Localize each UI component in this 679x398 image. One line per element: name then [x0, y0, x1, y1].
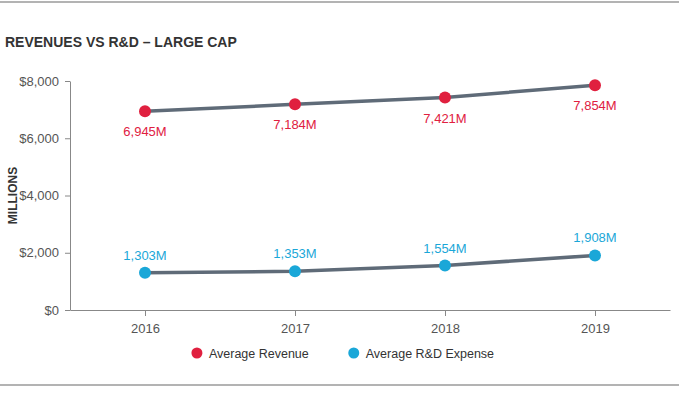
- y-tick: $0: [45, 303, 70, 318]
- y-tick: $4,000: [19, 188, 70, 203]
- y-tick: $2,000: [19, 245, 70, 260]
- series-line: [145, 85, 595, 111]
- point-marker: [289, 265, 301, 277]
- y-tick-label: $4,000: [19, 188, 59, 203]
- bottom-rule: [0, 384, 679, 386]
- data-label: 6,945M: [123, 124, 166, 139]
- y-axis: $0 $2,000 $4,000 $6,000 $8,000: [19, 74, 70, 318]
- series-line: [145, 255, 595, 272]
- chart: REVENUES VS R&D – LARGE CAP MILLIONS $0 $2,…: [0, 0, 679, 398]
- y-tick: $8,000: [19, 74, 70, 89]
- legend-item: Average R&D Expense: [348, 347, 494, 361]
- y-tick-label: $6,000: [19, 131, 59, 146]
- point-marker: [439, 92, 451, 104]
- title: REVENUES VS R&D – LARGE CAP: [5, 34, 237, 50]
- y-tick-mark: [65, 138, 70, 139]
- y-tick-label: $2,000: [19, 245, 59, 260]
- x-tick: 2016: [131, 310, 160, 336]
- data-label: 1,353M: [273, 246, 316, 261]
- y-tick-mark: [65, 253, 70, 254]
- y-tick: $6,000: [19, 131, 70, 146]
- y-tick-mark: [65, 196, 70, 197]
- x-tick-mark: [445, 310, 446, 316]
- x-axis-line: [71, 310, 671, 311]
- x-tick-label: 2018: [431, 321, 460, 336]
- data-label: 7,854M: [573, 98, 616, 113]
- legend-item: Average Revenue: [191, 347, 308, 361]
- legend-marker: [348, 348, 359, 359]
- x-tick-mark: [595, 310, 596, 316]
- data-labels: 6,945M 7,184M 7,421M 7,854M 1,303M 1,353M 1,55…: [123, 98, 616, 263]
- point-marker: [589, 249, 601, 261]
- y-tick-label: $0: [45, 303, 59, 318]
- x-axis: 2016 2017 2018 2019: [71, 310, 671, 336]
- y-axis-title: MILLIONS: [6, 167, 20, 224]
- point-marker: [139, 267, 151, 279]
- x-tick: 2019: [581, 310, 610, 336]
- data-label: 1,303M: [123, 248, 166, 263]
- legend-label: Average R&D Expense: [366, 347, 494, 361]
- point-marker: [289, 98, 301, 110]
- point-marker: [439, 260, 451, 272]
- y-axis-line: [70, 82, 71, 311]
- y-tick-mark: [65, 81, 70, 82]
- x-tick-label: 2016: [131, 321, 160, 336]
- x-tick-label: 2017: [281, 321, 310, 336]
- data-label: 7,184M: [273, 117, 316, 132]
- legend-label: Average Revenue: [209, 347, 309, 361]
- legend-marker: [191, 348, 202, 359]
- x-tick-mark: [295, 310, 296, 316]
- x-tick-mark: [145, 310, 146, 316]
- x-tick: 2018: [431, 310, 460, 336]
- data-label: 1,908M: [573, 230, 616, 245]
- x-tick-label: 2019: [581, 321, 610, 336]
- data-label: 7,421M: [423, 111, 466, 126]
- y-tick-label: $8,000: [19, 74, 59, 89]
- data-label: 1,554M: [423, 241, 466, 256]
- legend: Average Revenue Average R&D Expense: [191, 347, 494, 361]
- point-marker: [589, 79, 601, 91]
- point-marker: [139, 105, 151, 117]
- plot-area: [139, 79, 601, 279]
- x-tick: 2017: [281, 310, 310, 336]
- y-tick-mark: [65, 310, 70, 311]
- top-rule: [0, 1, 679, 3]
